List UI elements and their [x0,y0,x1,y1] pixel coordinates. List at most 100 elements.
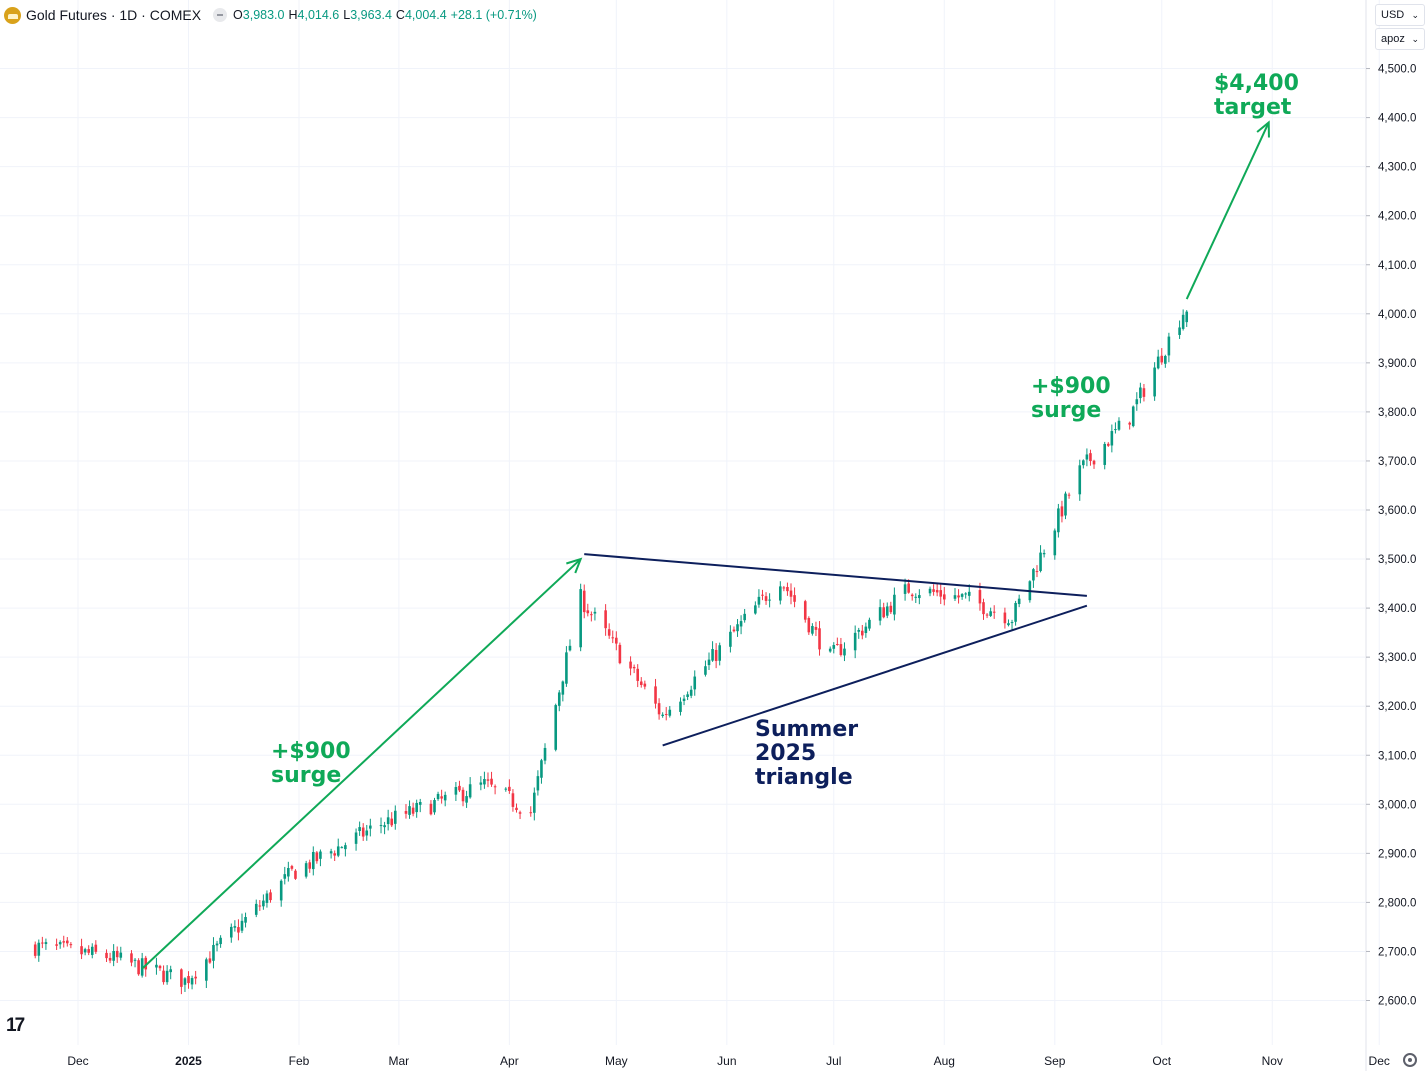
visibility-eye-icon[interactable] [213,8,228,22]
candle-body [992,611,996,613]
candle-body [729,631,732,647]
candle-body [162,970,165,983]
price-tick-label: 4,100.0 [1378,260,1416,272]
candle-body [240,920,244,931]
candle-body [254,903,258,915]
candle-body [957,595,960,598]
candle-body [757,596,761,605]
price-tick-label: 3,000.0 [1378,799,1416,811]
candle-body [1053,530,1057,556]
candle-body [582,590,586,613]
candle-body [761,594,764,596]
chart-grid [0,0,1380,1045]
candle-body [1131,406,1135,427]
candle-body [105,952,108,959]
candle-body [832,645,836,649]
tradingview-logo-icon[interactable]: 17 [6,1015,25,1036]
candle-body [967,591,971,596]
candle-body [618,644,622,664]
candle-body [515,807,518,811]
settings-gear-icon[interactable] [1403,1053,1417,1067]
candle-body [843,648,846,656]
candle-body [62,941,66,943]
candle-body [94,944,98,952]
annotation-line: surge [1031,398,1101,423]
symbol-title[interactable]: Gold Futures · 1D · COMEX [26,7,202,23]
high-value: 4,014.6 [297,8,340,22]
annotation-line: target [1214,95,1292,120]
candle-body [41,942,44,944]
gold-logo-icon [4,6,21,24]
chart-drawings [141,120,1270,970]
candle-body [668,709,672,716]
candle-body [83,949,87,953]
price-tick-label: 3,100.0 [1378,750,1416,762]
candle-body [262,900,265,907]
price-tick-label: 4,400.0 [1378,113,1416,125]
candle-body [736,624,739,632]
candle-body [1057,508,1060,533]
candle-body [269,892,272,901]
candle-body [329,851,333,854]
candle-body [315,852,319,862]
annotation-label: +$900 surge [271,739,351,788]
candle-body [511,793,515,807]
candle-body [279,880,283,901]
candle-body [764,596,768,601]
candle-body [1128,422,1131,425]
candle-body [493,786,497,788]
candle-body [786,587,789,592]
candle-body [960,594,964,597]
candle-body [390,818,394,826]
open-value: 3,983.0 [242,8,285,22]
candle-body [165,970,169,983]
candle-body [190,978,194,985]
price-tick-label: 3,900.0 [1378,358,1416,370]
candle-body [853,632,857,651]
annotation-label: Summer 2025 triangle [755,717,858,790]
candle-body [779,586,782,601]
candle-body [836,644,839,646]
candle-body [654,686,657,704]
annotation-line: Summer [755,717,858,742]
candle-body [754,605,757,614]
candle-body [508,786,511,791]
currency-selector[interactable]: USD ⌄ [1375,4,1425,26]
price-tick-label: 3,800.0 [1378,407,1416,419]
candle-body [1010,622,1014,624]
candle-body [304,863,308,877]
candle-body [1039,552,1042,572]
candle-body [607,629,611,636]
candle-body [978,590,982,604]
candle-body [1067,494,1071,496]
candle-body [679,701,682,712]
candle-body [108,957,112,961]
candle-body [1135,399,1139,405]
annotation-label: $4,400 target [1214,71,1299,120]
candle-body [169,969,172,973]
candle-body [579,589,582,648]
candle-body [219,937,222,945]
candle-body [1017,598,1021,605]
candle-body [639,681,643,685]
candle-body [233,926,237,928]
candle-body [1160,355,1164,363]
scale-mode-selector[interactable]: apoz ⌄ [1375,28,1425,50]
candle-body [418,802,422,805]
candle-body [1042,552,1046,555]
time-tick-label: Jun [717,1054,736,1068]
candle-body [133,959,137,961]
candle-body [529,812,533,814]
candle-body [333,853,336,856]
candle-body [290,866,294,869]
candle-body [939,590,943,597]
candle-body [557,692,561,706]
arrow-head-icon [566,557,583,574]
candle-body [889,605,893,613]
candle-body [590,614,593,616]
candle-body [686,694,689,697]
candle-body [183,978,187,985]
candle-body [714,649,718,661]
candle-body [229,926,233,938]
